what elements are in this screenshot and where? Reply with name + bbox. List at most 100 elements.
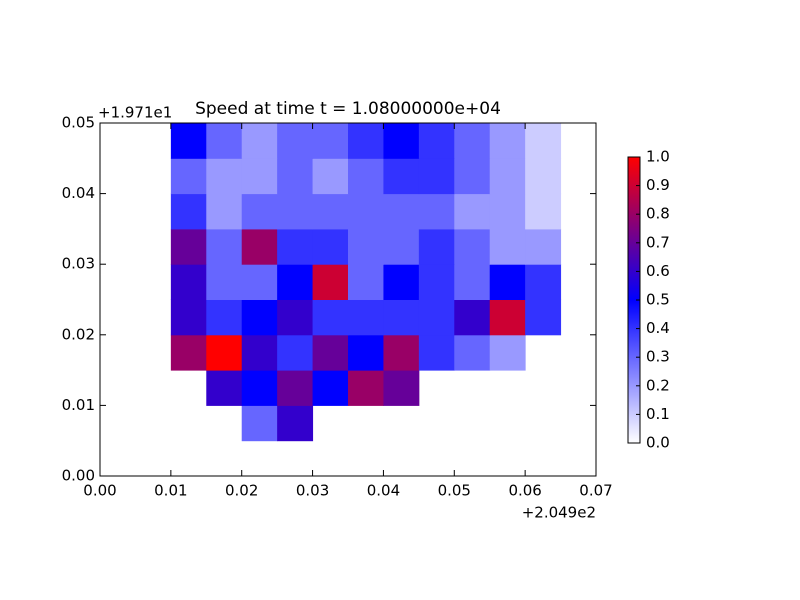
heat-cell bbox=[418, 299, 455, 336]
x-offset-label: +2.049e2 bbox=[522, 504, 596, 522]
y-tick-label: 0.04 bbox=[62, 184, 95, 202]
heat-cell bbox=[348, 264, 384, 300]
heat-cell bbox=[170, 158, 207, 195]
heat-cell bbox=[525, 264, 562, 300]
heat-cell bbox=[348, 193, 384, 230]
heat-cell bbox=[348, 158, 384, 195]
heat-cell bbox=[277, 405, 314, 442]
x-tick-label: 0.07 bbox=[579, 482, 612, 500]
colorbar-tick-label: 0.3 bbox=[646, 348, 670, 366]
heat-cell bbox=[418, 264, 455, 300]
colorbar-tick-label: 0.9 bbox=[646, 176, 670, 194]
heat-cell bbox=[489, 299, 526, 336]
heat-cell bbox=[241, 228, 278, 265]
colorbar-tick-label: 0.5 bbox=[646, 291, 670, 309]
heat-cell bbox=[277, 334, 314, 371]
heat-cell bbox=[277, 193, 314, 230]
heat-cell bbox=[454, 158, 491, 195]
heat-cell bbox=[454, 193, 491, 230]
colorbar-tick-label: 0.7 bbox=[646, 233, 670, 251]
heat-cell bbox=[312, 123, 349, 159]
heat-cell bbox=[312, 299, 349, 336]
heat-cell bbox=[206, 193, 243, 230]
heat-cell bbox=[206, 228, 243, 265]
heat-cell bbox=[489, 228, 526, 265]
colorbar-tick-label: 0.2 bbox=[646, 376, 670, 394]
colorbar-tick-label: 0.6 bbox=[646, 262, 670, 280]
y-tick-label: 0.05 bbox=[62, 114, 95, 132]
heat-cell bbox=[383, 264, 420, 300]
heat-cell bbox=[241, 193, 278, 230]
x-tick-label: 0.03 bbox=[296, 482, 329, 500]
heat-cell bbox=[454, 228, 491, 265]
heat-cell bbox=[312, 370, 349, 406]
colorbar-tick-label: 0.1 bbox=[646, 405, 670, 423]
heat-cell bbox=[383, 123, 420, 159]
heat-cell bbox=[454, 334, 491, 371]
heat-cell bbox=[170, 299, 207, 336]
x-tick-label: 0.05 bbox=[438, 482, 471, 500]
plot-frame bbox=[99, 122, 597, 477]
heat-cell bbox=[170, 193, 207, 230]
heat-cell bbox=[241, 158, 278, 195]
heat-cell bbox=[277, 123, 314, 159]
heat-cell bbox=[418, 123, 455, 159]
heat-cell bbox=[383, 158, 420, 195]
heat-cell bbox=[525, 123, 562, 159]
colorbar-tick-label: 0.0 bbox=[646, 434, 670, 452]
heat-cell bbox=[277, 158, 314, 195]
x-tick-label: 0.01 bbox=[154, 482, 187, 500]
heat-cell bbox=[489, 193, 526, 230]
heat-cell bbox=[525, 228, 562, 265]
heat-cell bbox=[348, 334, 384, 371]
heat-cell bbox=[489, 334, 526, 371]
heat-cell bbox=[241, 370, 278, 406]
heat-cell bbox=[206, 299, 243, 336]
heat-cell bbox=[383, 228, 420, 265]
heat-cell bbox=[241, 123, 278, 159]
heat-cell bbox=[170, 334, 207, 371]
heat-cell bbox=[348, 370, 384, 406]
colorbar-tick-label: 0.4 bbox=[646, 319, 670, 337]
x-tick-label: 0.02 bbox=[225, 482, 258, 500]
heat-cell bbox=[454, 299, 491, 336]
heat-cell bbox=[277, 299, 314, 336]
heat-cell bbox=[383, 193, 420, 230]
heat-cell bbox=[454, 264, 491, 300]
heat-cell bbox=[170, 264, 207, 300]
heat-cell bbox=[312, 334, 349, 371]
heat-cell bbox=[206, 264, 243, 300]
heat-cell bbox=[454, 123, 491, 159]
heat-cell bbox=[241, 264, 278, 300]
colorbar-tick-label: 0.8 bbox=[646, 205, 670, 223]
chart-title: Speed at time t = 1.08000000e+04 bbox=[195, 99, 501, 119]
heat-cell bbox=[348, 228, 384, 265]
x-tick-label: 0.06 bbox=[508, 482, 541, 500]
heat-cell bbox=[312, 193, 349, 230]
colorbar-tick-label: 1.0 bbox=[646, 148, 670, 166]
heat-cell bbox=[312, 264, 349, 300]
heat-cell bbox=[418, 334, 455, 371]
y-tick-label: 0.00 bbox=[62, 467, 95, 485]
heat-cell bbox=[348, 299, 384, 336]
x-tick-label: 0.04 bbox=[367, 482, 400, 500]
heat-cell bbox=[277, 264, 314, 300]
heat-cell bbox=[312, 158, 349, 195]
heat-cell bbox=[489, 123, 526, 159]
heat-cell bbox=[170, 123, 207, 159]
heat-cell bbox=[525, 299, 562, 336]
heat-cell bbox=[312, 228, 349, 265]
heat-cell bbox=[170, 228, 207, 265]
y-offset-label: +1.971e1 bbox=[98, 104, 172, 122]
heat-cell bbox=[206, 370, 243, 406]
heat-cell bbox=[241, 299, 278, 336]
heat-cell bbox=[206, 123, 243, 159]
heat-cell bbox=[241, 334, 278, 371]
heat-cell bbox=[489, 158, 526, 195]
heat-cell bbox=[418, 228, 455, 265]
heat-cell bbox=[241, 405, 278, 442]
heat-cell bbox=[206, 158, 243, 195]
heat-cell bbox=[277, 228, 314, 265]
heat-cell bbox=[418, 193, 455, 230]
